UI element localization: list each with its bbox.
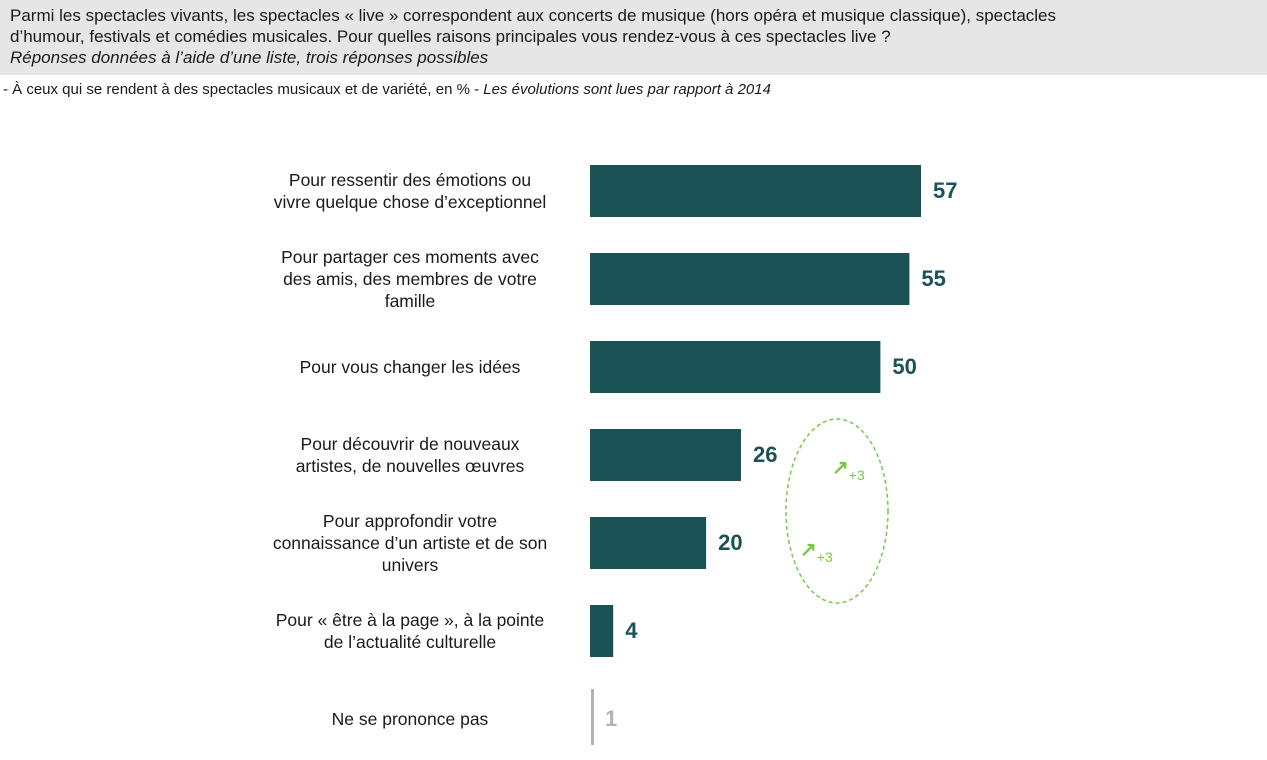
bar [590, 341, 881, 393]
bar [590, 253, 910, 305]
value-label: 20 [718, 530, 743, 555]
category-label-line: Pour approfondir votre [322, 511, 498, 531]
category-label-line: famille [384, 291, 436, 311]
category-label: Pour « être à la page », à la pointe de l… [245, 609, 575, 653]
category-label: Pour découvrir de nouveaux artistes, de n… [245, 433, 575, 477]
category-label: Pour ressentir des émotions ou vivre quel… [245, 169, 575, 213]
category-label-line: vivre quelque chose d’exceptionnel [273, 192, 547, 212]
category-label: Pour partager ces moments avec des amis, … [245, 246, 575, 312]
value-label: 57 [933, 178, 958, 203]
question-line-2: d’humour, festivals et comédies musicale… [10, 27, 891, 46]
bar [590, 517, 707, 569]
category-label: Ne se prononce pas [245, 708, 575, 730]
bar [590, 165, 921, 217]
up-arrow-icon: ↗ [800, 539, 817, 561]
value-label: 26 [752, 442, 778, 467]
question-header: Parmi les spectacles vivants, les specta… [0, 0, 1267, 75]
evolution-badge: ↗+3 [832, 455, 865, 483]
question-instruction: Réponses données à l’aide d’une liste, t… [10, 48, 489, 67]
evolution-note: Les évolutions sont lues par rapport à 2… [483, 81, 771, 98]
evolution-highlight-ellipse [785, 418, 889, 604]
category-label-line: de l’actualité culturelle [323, 632, 497, 652]
bar [590, 429, 741, 481]
question-line-1: Parmi les spectacles vivants, les specta… [10, 6, 1057, 25]
category-label-line: artistes, de nouvelles œuvres [295, 456, 525, 476]
evolution-badge: ↗+3 [800, 537, 833, 565]
category-label-line: univers [381, 555, 439, 575]
evolution-value: +3 [848, 467, 865, 483]
category-label-line: connaissance d’un artiste et de son [272, 533, 548, 553]
category-label-line: Pour découvrir de nouveaux [300, 434, 520, 454]
bar-no-opinion [591, 689, 594, 745]
base-description: - À ceux qui se rendent à des spectacles… [3, 80, 771, 99]
up-arrow-icon: ↗ [832, 457, 849, 479]
value-label: 4 [625, 618, 638, 643]
value-label: 50 [892, 354, 917, 379]
category-label-line: Pour partager ces moments avec [281, 247, 539, 267]
category-label-line: des amis, des membres de votre [283, 269, 537, 289]
category-label: Pour vous changer les idées [245, 356, 575, 378]
category-label-line: Pour vous changer les idées [299, 357, 521, 377]
category-label: Pour approfondir votre connaissance d’un … [245, 510, 575, 576]
value-label: 1 [605, 706, 618, 731]
category-label-line: Ne se prononce pas [331, 709, 489, 729]
bar [590, 605, 614, 657]
category-label-line: Pour ressentir des émotions ou [288, 170, 532, 190]
base-text: - À ceux qui se rendent à des spectacles… [3, 81, 484, 98]
value-label: 55 [921, 266, 946, 291]
evolution-value: +3 [816, 549, 833, 565]
category-label-line: Pour « être à la page », à la pointe [275, 610, 545, 630]
